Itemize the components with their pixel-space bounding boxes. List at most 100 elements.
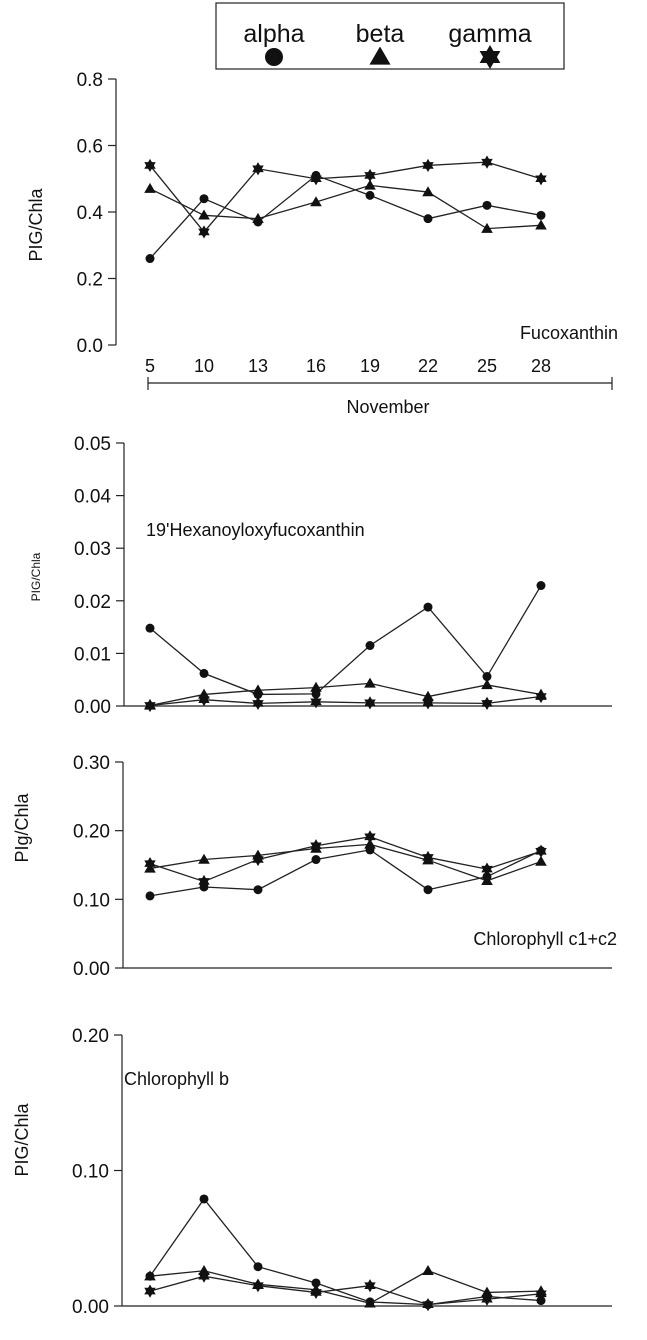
data-point-gamma (198, 225, 210, 239)
data-point-alpha (365, 190, 375, 200)
data-point-beta (481, 874, 493, 886)
x-tick-label: 22 (418, 356, 438, 376)
data-point-beta (144, 182, 156, 193)
data-point-gamma (310, 1285, 322, 1300)
y-tick-label: 0.10 (73, 890, 110, 911)
data-point-beta (198, 209, 210, 220)
data-point-gamma (144, 857, 156, 871)
y-tick-label: 0.00 (74, 697, 111, 718)
data-point-beta (310, 196, 322, 207)
data-point-beta (481, 222, 493, 233)
series-line-alpha (149, 849, 542, 897)
legend-label-beta: beta (356, 20, 405, 48)
data-point-alpha (365, 641, 375, 651)
legend-label-alpha: alpha (243, 20, 304, 48)
series-line-beta (149, 1270, 542, 1304)
y-tick-label: 0.8 (77, 70, 103, 91)
series-line-gamma (149, 695, 542, 707)
series-line-alpha (149, 174, 542, 259)
y-tick-label: 0.00 (72, 1297, 109, 1318)
data-point-gamma (481, 696, 493, 710)
data-point-beta (535, 855, 547, 866)
y-tick-label: 0.2 (77, 270, 103, 291)
data-point-beta (364, 1297, 376, 1308)
data-point-beta (252, 684, 264, 695)
y-tick-label: 0.20 (72, 1026, 109, 1047)
data-point-gamma (198, 1269, 210, 1283)
data-point-gamma (198, 693, 210, 707)
legend: alpha beta gamma (215, 2, 565, 70)
data-point-gamma (535, 689, 547, 704)
data-point-gamma (364, 696, 376, 710)
data-point-beta (198, 853, 210, 864)
x-tick-label: 25 (477, 356, 497, 376)
data-point-alpha (482, 200, 492, 210)
data-point-gamma (422, 850, 434, 865)
y-tick-label: 0.00 (73, 959, 110, 980)
data-point-gamma (422, 696, 434, 710)
panel-chlorophyll-b: PIG/Chla Chlorophyll b 0.00 0.10 0.20 (12, 1026, 612, 1318)
series-line-gamma (149, 1275, 542, 1306)
x-tick-label: 28 (531, 356, 551, 376)
data-point-beta (481, 679, 493, 690)
data-point-gamma (252, 852, 264, 867)
legend-marker-beta (369, 46, 391, 65)
y-tick-label: 0.04 (74, 487, 111, 508)
data-point-alpha (482, 672, 492, 682)
data-point-alpha (423, 885, 433, 895)
y-tick-label: 0.20 (73, 822, 110, 843)
data-point-gamma (364, 830, 376, 844)
panel-chlorophyll-c-ylabel: PIg/Chla (12, 792, 32, 862)
data-point-beta (481, 1286, 493, 1297)
series-line-gamma (149, 161, 542, 233)
series-line-alpha (149, 1197, 542, 1306)
data-point-alpha (253, 885, 263, 895)
panel-chlorophyll-c: PIg/Chla Chlorophyll c1+c2 0.00 0.10 0.20 0… (12, 753, 617, 980)
x-tick-label: 16 (306, 356, 326, 376)
data-point-beta (422, 690, 434, 701)
data-point-gamma (535, 844, 547, 858)
data-point-beta (252, 212, 264, 223)
data-point-alpha (423, 214, 433, 224)
panel-hexanoyloxyfucoxanthin: PIG/Chla 19'Hexanoyloxyfucoxanthin 0.00 0… (29, 434, 612, 718)
data-point-gamma (535, 1287, 547, 1301)
y-tick-label: 0.30 (73, 753, 110, 774)
data-point-gamma (144, 698, 156, 713)
data-point-gamma (252, 162, 264, 176)
shared-x-axis-label: November (346, 397, 429, 417)
y-tick-label: 0.02 (74, 592, 111, 613)
data-point-beta (144, 1270, 156, 1281)
data-point-alpha (536, 581, 546, 591)
data-point-alpha (199, 668, 209, 678)
data-point-gamma (310, 839, 322, 853)
data-point-beta (364, 677, 376, 688)
panel-hexanoyloxyfucoxanthin-ylabel: PIG/Chla (29, 552, 43, 601)
y-tick-label: 0.0 (77, 336, 103, 357)
data-point-alpha (199, 1194, 209, 1204)
data-point-alpha (199, 194, 209, 204)
x-tick-label: 19 (360, 356, 380, 376)
panel-fucoxanthin-title: Fucoxanthin (520, 323, 618, 343)
data-point-beta (422, 186, 434, 197)
data-point-gamma (252, 1279, 264, 1293)
data-point-gamma (144, 1284, 156, 1298)
data-point-gamma (481, 155, 493, 169)
data-point-alpha (253, 1262, 263, 1272)
data-point-alpha (145, 891, 155, 901)
y-tick-label: 0.03 (74, 539, 111, 560)
series-line-beta (149, 184, 542, 230)
data-point-beta (364, 179, 376, 190)
legend-marker-alpha (265, 48, 283, 66)
data-point-gamma (310, 695, 322, 709)
y-tick-label: 0.6 (77, 137, 103, 158)
panel-chlorophyll-c-title: Chlorophyll c1+c2 (473, 929, 617, 949)
data-point-gamma (198, 874, 210, 889)
shared-x-axis: 5 10 13 16 19 22 25 28 November (145, 356, 613, 417)
data-point-alpha (423, 602, 433, 612)
data-point-alpha (311, 1278, 321, 1288)
data-point-gamma (364, 1279, 376, 1293)
data-point-beta (310, 681, 322, 692)
x-tick-label: 13 (248, 356, 268, 376)
data-point-alpha (536, 1296, 546, 1306)
y-tick-label: 0.01 (74, 644, 111, 665)
